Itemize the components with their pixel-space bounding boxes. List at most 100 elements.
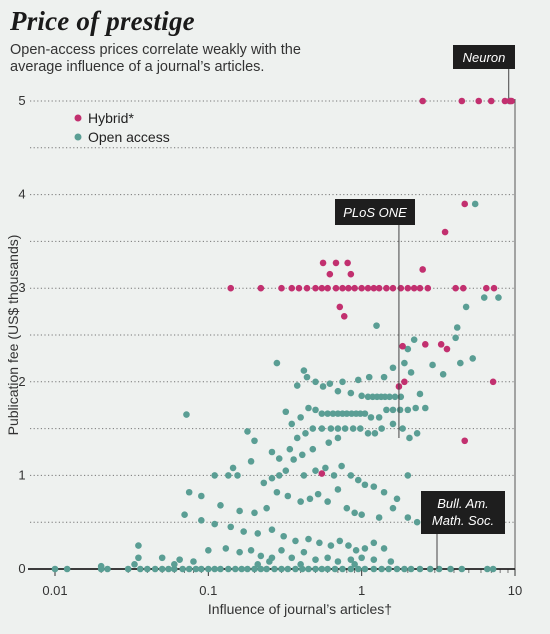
open-access-point bbox=[263, 565, 270, 573]
open-access-point bbox=[334, 410, 342, 417]
open-access-point bbox=[322, 464, 329, 472]
open-access-point bbox=[361, 481, 369, 489]
hybrid-point bbox=[340, 312, 348, 320]
open-access-point bbox=[412, 404, 419, 412]
hybrid-point bbox=[441, 228, 449, 236]
open-access-point bbox=[268, 474, 276, 482]
callout-label: Neuron bbox=[463, 50, 506, 65]
open-access-point bbox=[349, 425, 357, 432]
open-access-point bbox=[370, 556, 378, 563]
open-access-point bbox=[334, 425, 342, 432]
open-access-point bbox=[325, 439, 333, 446]
open-access-point bbox=[271, 565, 278, 573]
open-access-point bbox=[185, 488, 193, 496]
open-access-point bbox=[185, 565, 193, 573]
open-access-point bbox=[413, 518, 421, 526]
open-access-point bbox=[179, 565, 186, 573]
open-access-point bbox=[343, 504, 351, 512]
y-tick-label: 2 bbox=[18, 374, 25, 389]
open-access-point bbox=[375, 514, 383, 521]
open-access-point bbox=[471, 200, 479, 208]
callout-label: Math. Soc. bbox=[432, 513, 494, 528]
open-access-point bbox=[452, 334, 459, 342]
open-access-point bbox=[51, 565, 59, 573]
open-access-point bbox=[354, 476, 362, 484]
open-access-point bbox=[389, 406, 397, 414]
open-access-point bbox=[229, 464, 237, 472]
hybrid-point bbox=[318, 284, 326, 292]
open-access-point bbox=[236, 548, 243, 556]
open-access-point bbox=[282, 408, 290, 416]
open-access-point bbox=[225, 472, 232, 479]
open-access-point bbox=[217, 502, 224, 509]
open-access-point bbox=[347, 472, 355, 479]
open-access-point bbox=[227, 523, 235, 531]
open-access-point bbox=[381, 393, 389, 401]
hybrid-point bbox=[336, 303, 344, 311]
open-access-point bbox=[361, 410, 369, 417]
open-access-point bbox=[288, 420, 296, 428]
hybrid-point bbox=[227, 284, 235, 292]
open-access-point bbox=[331, 565, 339, 573]
open-access-point bbox=[292, 537, 299, 545]
open-access-point bbox=[341, 425, 349, 432]
hybrid-point bbox=[399, 342, 406, 350]
open-access-point bbox=[300, 367, 308, 374]
open-access-point bbox=[275, 455, 283, 462]
open-access-point bbox=[361, 565, 369, 573]
hybrid-point bbox=[319, 259, 327, 267]
open-access-point bbox=[305, 404, 312, 412]
open-access-point bbox=[339, 565, 346, 573]
open-access-point bbox=[380, 488, 388, 496]
hybrid-point bbox=[303, 284, 311, 292]
open-access-point bbox=[383, 406, 390, 414]
open-access-point bbox=[238, 565, 245, 573]
open-access-point bbox=[404, 345, 412, 353]
open-access-point bbox=[183, 411, 190, 418]
hybrid-point bbox=[339, 284, 346, 292]
open-access-point bbox=[334, 387, 342, 395]
open-access-point bbox=[365, 373, 373, 381]
hybrid-point bbox=[458, 97, 466, 105]
y-tick-label: 3 bbox=[18, 280, 25, 295]
open-access-point bbox=[284, 565, 292, 573]
open-access-point bbox=[131, 561, 138, 568]
hybrid-point bbox=[326, 270, 334, 278]
open-access-point bbox=[104, 565, 111, 573]
open-access-point bbox=[389, 504, 397, 512]
hybrid-point bbox=[419, 266, 426, 273]
open-access-point bbox=[254, 561, 262, 568]
open-access-point bbox=[324, 410, 331, 417]
open-access-point bbox=[251, 437, 258, 445]
open-access-point bbox=[495, 294, 502, 301]
open-access-point bbox=[268, 448, 276, 456]
open-access-point bbox=[457, 359, 464, 367]
open-access-point bbox=[297, 561, 304, 568]
open-access-point bbox=[288, 554, 296, 562]
open-access-point bbox=[198, 565, 205, 573]
hybrid-point bbox=[364, 284, 372, 292]
callout-label: Bull. Am. bbox=[437, 496, 489, 511]
legend-marker bbox=[74, 114, 82, 122]
open-access-point bbox=[312, 406, 319, 414]
open-access-point bbox=[357, 425, 364, 432]
hybrid-point bbox=[404, 284, 412, 292]
open-access-point bbox=[278, 546, 285, 554]
hybrid-point bbox=[419, 97, 426, 105]
open-access-point bbox=[386, 393, 393, 401]
open-access-point bbox=[401, 359, 408, 367]
open-access-point bbox=[266, 558, 273, 565]
hybrid-point bbox=[459, 284, 467, 292]
hybrid-point bbox=[288, 284, 296, 292]
open-access-point bbox=[124, 565, 132, 573]
open-access-point bbox=[351, 509, 358, 517]
hybrid-point bbox=[487, 97, 495, 105]
open-access-point bbox=[244, 428, 251, 435]
open-access-point bbox=[447, 565, 454, 573]
open-access-point bbox=[453, 324, 461, 331]
hybrid-point bbox=[437, 341, 445, 348]
open-access-point bbox=[416, 565, 424, 573]
open-access-point bbox=[302, 429, 309, 437]
open-access-point bbox=[358, 392, 365, 400]
open-access-point bbox=[284, 492, 292, 500]
